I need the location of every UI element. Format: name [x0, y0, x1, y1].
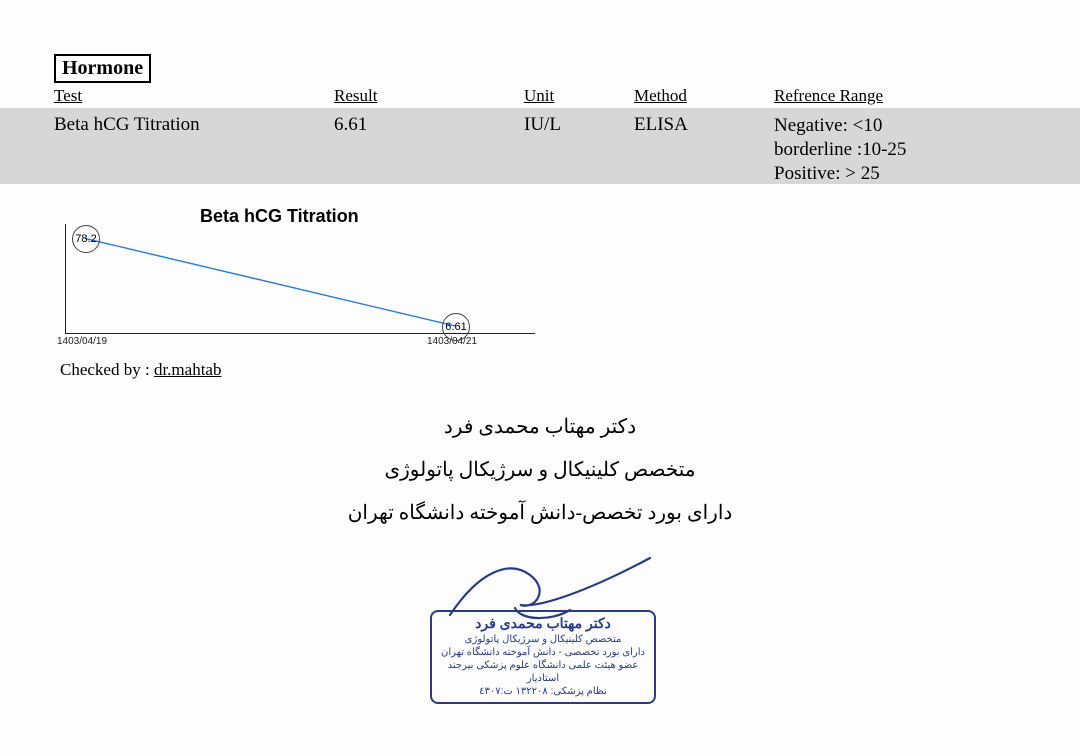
stamp-line-2: متخصص کلینیکال و سرژیکال پاتولوژی	[438, 633, 648, 646]
checked-by: Checked by : dr.mahtab	[60, 360, 221, 380]
lab-report-page: Hormone Test Result Unit Method Refrence…	[0, 0, 1080, 756]
ref-line-2: borderline :10-25	[774, 138, 906, 162]
sig-line-2: متخصص کلینیکال و سرژیکال پاتولوژی	[0, 457, 1080, 482]
stamp-area: دکتر مهتاب محمدی فرد متخصص کلینیکال و سر…	[430, 610, 670, 704]
section-title: Hormone	[54, 54, 151, 83]
signature-text-block: دکتر مهتاب محمدی فرد متخصص کلینیکال و سر…	[0, 408, 1080, 543]
titration-chart: 78.26.61 1403/04/191403/04/21	[65, 224, 535, 334]
stamp-line-3: دارای بورد تخصصی - دانش آموخته دانشگاه ت…	[438, 646, 648, 659]
cell-unit: IU/L	[524, 114, 561, 136]
sig-line-1: دکتر مهتاب محمدی فرد	[0, 414, 1080, 439]
header-test: Test	[54, 86, 82, 106]
cell-result: 6.61	[334, 114, 367, 136]
cell-test: Beta hCG Titration	[54, 114, 200, 136]
checked-by-prefix: Checked by :	[60, 360, 154, 379]
stamp-line-4: عضو هیئت علمی دانشگاه علوم پزشکی بیرجند …	[438, 659, 648, 685]
header-method: Method	[634, 86, 687, 106]
table-row: Beta hCG Titration 6.61 IU/L ELISA Negat…	[0, 108, 1080, 184]
checked-by-name: dr.mahtab	[154, 360, 222, 379]
cell-ref: Negative: <10 borderline :10-25 Positive…	[774, 114, 906, 185]
header-ref: Refrence Range	[774, 86, 883, 106]
chart-xlabel-1: 1403/04/21	[427, 336, 477, 347]
ref-line-1: Negative: <10	[774, 114, 906, 138]
stamp-line-5: نظام پزشکی: ١٣٢٢٠٨ ت:٤٣٠٧	[438, 685, 648, 698]
cell-method: ELISA	[634, 114, 688, 136]
signature-scribble	[420, 550, 660, 630]
header-result: Result	[334, 86, 377, 106]
chart-xlabel-0: 1403/04/19	[57, 336, 107, 347]
sig-line-3: دارای بورد تخصص-دانش آموخته دانشگاه تهرا…	[0, 500, 1080, 525]
header-unit: Unit	[524, 86, 554, 106]
ref-line-3: Positive: > 25	[774, 162, 906, 186]
